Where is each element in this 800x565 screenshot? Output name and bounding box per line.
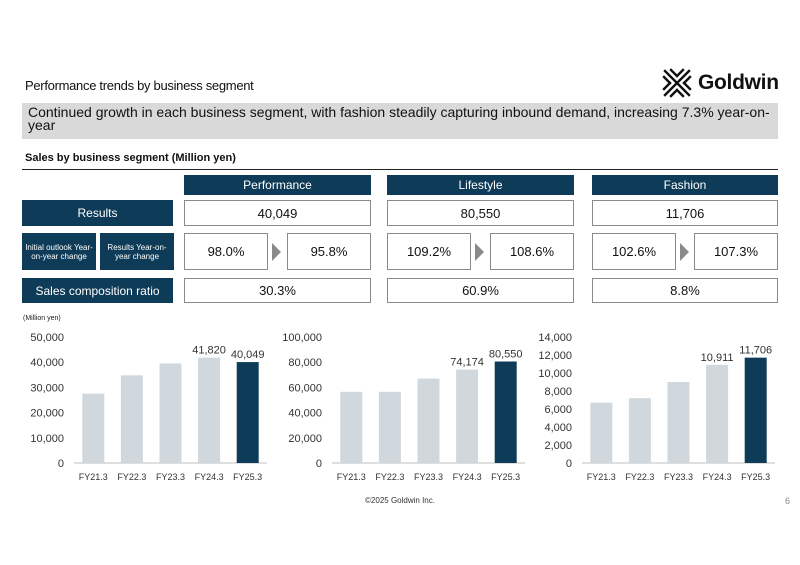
- y-tick-label: 14,000: [538, 332, 572, 344]
- bar: [340, 391, 363, 463]
- data-label: 11,706: [739, 345, 772, 357]
- y-tick-label: 30,000: [30, 382, 64, 394]
- segment-header-lifestyle: Lifestyle: [387, 175, 574, 195]
- composition-lifestyle: 60.9%: [387, 278, 574, 303]
- y-tick-label: 40,000: [30, 357, 64, 369]
- x-tick-label: FY22.3: [375, 472, 404, 482]
- x-tick-label: FY21.3: [337, 472, 366, 482]
- data-label: 10,911: [701, 352, 734, 364]
- arrow-right-icon: [272, 243, 281, 261]
- y-tick-label: 2,000: [544, 440, 572, 452]
- x-tick-label: FY23.3: [156, 472, 185, 482]
- arrow-right-icon: [475, 243, 484, 261]
- bar: [82, 393, 105, 463]
- goldwin-logo-icon: [662, 68, 692, 98]
- x-tick-label: FY24.3: [453, 472, 482, 482]
- chart-svg-lifestyle: 0 20,000 40,000 60,000 80,000 100,000 FY21.3 FY…: [282, 332, 525, 482]
- chart-svg-performance: 0 10,000 20,000 30,000 40,000 50,000 FY21.3 FY2…: [30, 332, 267, 482]
- bar: [236, 362, 259, 463]
- data-label: 80,550: [489, 349, 523, 361]
- bar: [590, 402, 613, 463]
- page-number: 6: [784, 496, 790, 506]
- segment-header-fashion: Fashion: [592, 175, 778, 195]
- results-yoy-performance: 95.8%: [287, 233, 371, 270]
- y-tick-label: 10,000: [538, 368, 572, 380]
- x-tick-label: FY23.3: [664, 472, 693, 482]
- y-tick-label: 4,000: [544, 422, 572, 434]
- x-tick-label: FY21.3: [79, 472, 108, 482]
- x-tick-label: FY24.3: [195, 472, 224, 482]
- x-tick-label: FY24.3: [703, 472, 732, 482]
- y-tick-label: 12,000: [538, 350, 572, 362]
- bar: [198, 357, 221, 463]
- composition-performance: 30.3%: [184, 278, 371, 303]
- y-tick-label: 10,000: [30, 433, 64, 445]
- x-tick-label: FY23.3: [414, 472, 443, 482]
- row-label-results: Results: [22, 200, 173, 226]
- outlook-yoy-lifestyle: 109.2%: [387, 233, 471, 270]
- y-tick-label: 0: [58, 458, 64, 470]
- chart-performance: 0 10,000 20,000 30,000 40,000 50,000 FY21.3 FY2…: [22, 325, 272, 490]
- outlook-yoy-fashion: 102.6%: [592, 233, 676, 270]
- data-label: 40,049: [231, 349, 265, 361]
- section-title: Sales by business segment (Million yen): [25, 152, 236, 164]
- unit-note: (Million yen): [23, 315, 61, 322]
- y-tick-label: 8,000: [544, 386, 572, 398]
- data-label: 74,174: [450, 357, 484, 369]
- y-tick-label: 20,000: [288, 433, 322, 445]
- x-tick-label: FY22.3: [117, 472, 146, 482]
- results-value-performance: 40,049: [184, 200, 371, 226]
- bar: [667, 382, 690, 463]
- bar: [744, 357, 767, 463]
- composition-fashion: 8.8%: [592, 278, 778, 303]
- copyright: ©2025 Goldwin Inc.: [365, 496, 435, 505]
- results-value-fashion: 11,706: [592, 200, 778, 226]
- bar: [417, 378, 440, 463]
- x-tick-label: FY25.3: [233, 472, 262, 482]
- row-label-results-yoy: Results Year-on-year change: [100, 233, 174, 270]
- y-tick-label: 0: [316, 458, 322, 470]
- y-tick-label: 60,000: [288, 382, 322, 394]
- summary-banner: Continued growth in each business segmen…: [22, 103, 778, 139]
- outlook-yoy-performance: 98.0%: [184, 233, 268, 270]
- bar: [706, 364, 729, 463]
- chart-svg-fashion: 0 2,000 4,000 6,000 8,000 10,000 12,000 14,000 F…: [538, 332, 775, 482]
- company-logo: Goldwin: [662, 66, 782, 100]
- chart-fashion: 0 2,000 4,000 6,000 8,000 10,000 12,000 14,000 F…: [530, 325, 780, 490]
- bar: [628, 398, 651, 463]
- y-tick-label: 80,000: [288, 357, 322, 369]
- x-tick-label: FY25.3: [741, 472, 770, 482]
- logo-text: Goldwin: [698, 71, 779, 94]
- x-tick-label: FY21.3: [587, 472, 616, 482]
- slide-title: Performance trends by business segment: [25, 78, 254, 93]
- bar: [120, 375, 143, 463]
- results-value-lifestyle: 80,550: [387, 200, 574, 226]
- results-yoy-lifestyle: 108.6%: [490, 233, 574, 270]
- segment-header-performance: Performance: [184, 175, 371, 195]
- bar: [456, 369, 479, 463]
- y-tick-label: 40,000: [288, 408, 322, 420]
- y-tick-label: 100,000: [282, 332, 322, 344]
- bar: [159, 363, 182, 463]
- x-tick-label: FY22.3: [625, 472, 654, 482]
- results-yoy-fashion: 107.3%: [694, 233, 778, 270]
- data-label: 41,820: [192, 345, 226, 357]
- bar: [494, 361, 517, 463]
- section-divider: [22, 169, 778, 170]
- y-tick-label: 20,000: [30, 408, 64, 420]
- row-label-composition: Sales composition ratio: [22, 278, 173, 303]
- y-tick-label: 0: [566, 458, 572, 470]
- x-tick-label: FY25.3: [491, 472, 520, 482]
- arrow-right-icon: [680, 243, 689, 261]
- chart-lifestyle: 0 20,000 40,000 60,000 80,000 100,000 FY21.3 FY…: [280, 325, 530, 490]
- row-label-outlook-yoy: Initial outlook Year-on-year change: [22, 233, 96, 270]
- y-tick-label: 6,000: [544, 404, 572, 416]
- y-tick-label: 50,000: [30, 332, 64, 344]
- bar: [378, 391, 401, 463]
